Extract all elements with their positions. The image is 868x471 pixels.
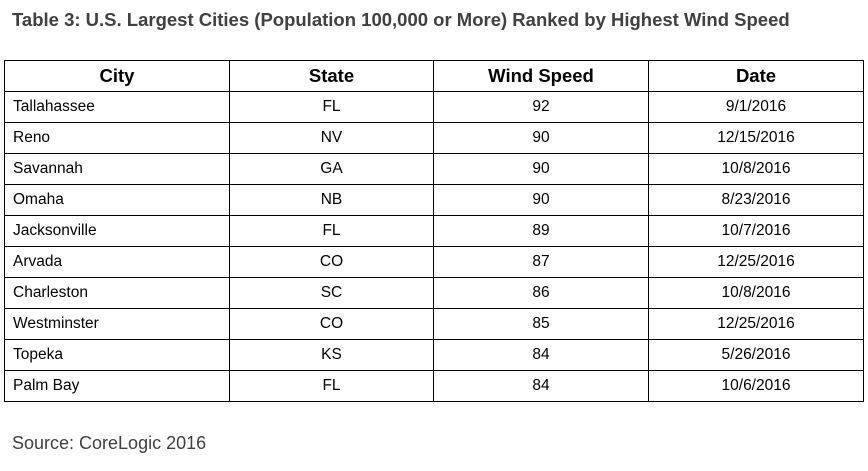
table-row: Westminster CO 85 12/25/2016	[4, 308, 864, 340]
state-cell: FL	[229, 215, 434, 247]
column-header-state: State	[229, 60, 434, 92]
table-row: Arvada CO 87 12/25/2016	[4, 246, 864, 278]
city-cell: Tallahassee	[4, 91, 230, 123]
date-cell: 12/15/2016	[648, 122, 864, 154]
table-row: Omaha NB 90 8/23/2016	[4, 184, 864, 216]
column-header-wind-speed: Wind Speed	[433, 60, 649, 92]
date-cell: 12/25/2016	[648, 246, 864, 278]
wind-speed-cell: 92	[433, 91, 649, 123]
city-cell: Arvada	[4, 246, 230, 278]
state-cell: NV	[229, 122, 434, 154]
wind-speed-cell: 90	[433, 184, 649, 216]
date-cell: 10/8/2016	[648, 277, 864, 309]
wind-speed-cell: 87	[433, 246, 649, 278]
state-cell: CO	[229, 308, 434, 340]
table-row: Jacksonville FL 89 10/7/2016	[4, 215, 864, 247]
table-row: Palm Bay FL 84 10/6/2016	[4, 370, 864, 402]
city-cell: Savannah	[4, 153, 230, 185]
table-row: Savannah GA 90 10/8/2016	[4, 153, 864, 185]
state-cell: FL	[229, 370, 434, 402]
city-cell: Reno	[4, 122, 230, 154]
table-row: Tallahassee FL 92 9/1/2016	[4, 91, 864, 123]
table-row: Topeka KS 84 5/26/2016	[4, 339, 864, 371]
city-cell: Westminster	[4, 308, 230, 340]
wind-speed-cell: 85	[433, 308, 649, 340]
wind-speed-cell: 90	[433, 153, 649, 185]
state-cell: CO	[229, 246, 434, 278]
wind-speed-cell: 84	[433, 339, 649, 371]
table-row: Reno NV 90 12/15/2016	[4, 122, 864, 154]
state-cell: NB	[229, 184, 434, 216]
city-cell: Omaha	[4, 184, 230, 216]
state-cell: FL	[229, 91, 434, 123]
wind-speed-cell: 90	[433, 122, 649, 154]
date-cell: 9/1/2016	[648, 91, 864, 123]
column-header-date: Date	[648, 60, 864, 92]
city-cell: Topeka	[4, 339, 230, 371]
date-cell: 10/8/2016	[648, 153, 864, 185]
date-cell: 12/25/2016	[648, 308, 864, 340]
state-cell: KS	[229, 339, 434, 371]
wind-speed-table: City State Wind Speed Date Tallahassee F…	[4, 60, 864, 402]
wind-speed-cell: 86	[433, 277, 649, 309]
city-cell: Charleston	[4, 277, 230, 309]
city-cell: Palm Bay	[4, 370, 230, 402]
wind-speed-cell: 89	[433, 215, 649, 247]
table-header-row: City State Wind Speed Date	[4, 60, 864, 92]
date-cell: 8/23/2016	[648, 184, 864, 216]
state-cell: SC	[229, 277, 434, 309]
wind-speed-cell: 84	[433, 370, 649, 402]
table-title: Table 3: U.S. Largest Cities (Population…	[12, 9, 790, 30]
state-cell: GA	[229, 153, 434, 185]
column-header-city: City	[4, 60, 230, 92]
date-cell: 10/7/2016	[648, 215, 864, 247]
city-cell: Jacksonville	[4, 215, 230, 247]
table-row: Charleston SC 86 10/8/2016	[4, 277, 864, 309]
source-note: Source: CoreLogic 2016	[12, 433, 207, 453]
date-cell: 5/26/2016	[648, 339, 864, 371]
date-cell: 10/6/2016	[648, 370, 864, 402]
